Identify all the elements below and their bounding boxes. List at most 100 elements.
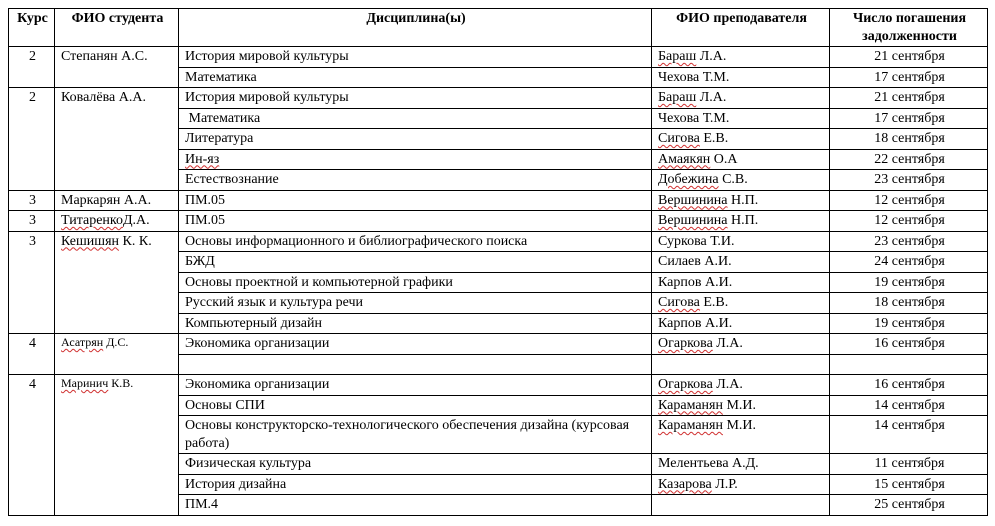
cell-student: Ковалёва А.А. <box>55 88 179 109</box>
table-row: Компьютерный дизайн Карпов А.И. 19 сентя… <box>9 313 988 334</box>
cell-student <box>55 129 179 150</box>
cell-date: 12 сентября <box>830 190 988 211</box>
cell-course <box>9 129 55 150</box>
cell-disc: Экономика организации <box>179 375 652 396</box>
cell-teacher: Караманян М.И. <box>652 395 830 416</box>
cell-disc: История мировой культуры <box>179 47 652 68</box>
cell-course: 2 <box>9 88 55 109</box>
cell-course <box>9 313 55 334</box>
cell-course <box>9 416 55 454</box>
cell-date: 19 сентября <box>830 272 988 293</box>
cell-disc: Основы информационного и библиографическ… <box>179 231 652 252</box>
cell-date: 17 сентября <box>830 108 988 129</box>
cell-student <box>55 416 179 454</box>
cell-date: 16 сентября <box>830 375 988 396</box>
cell-course <box>9 474 55 495</box>
cell-student <box>55 395 179 416</box>
table-row: Ин-яз Амаякян О.А 22 сентября <box>9 149 988 170</box>
cell-teacher: Бараш Л.А. <box>652 88 830 109</box>
cell-student <box>55 170 179 191</box>
table-row: БЖД Силаев А.И. 24 сентября <box>9 252 988 273</box>
cell-student <box>55 252 179 273</box>
cell-disc: Математика <box>179 67 652 88</box>
table-row: Литература Сигова Е.В. 18 сентября <box>9 129 988 150</box>
cell-disc: История дизайна <box>179 474 652 495</box>
cell-course <box>9 293 55 314</box>
cell-date <box>830 354 988 375</box>
h-student: ФИО студента <box>55 9 179 47</box>
cell-course <box>9 67 55 88</box>
cell-course: 4 <box>9 334 55 355</box>
cell-disc: История мировой культуры <box>179 88 652 109</box>
cell-course: 3 <box>9 211 55 232</box>
cell-student <box>55 272 179 293</box>
table-row: 2 Ковалёва А.А. История мировой культуры… <box>9 88 988 109</box>
cell-course <box>9 354 55 375</box>
table-row: Основы СПИ Караманян М.И. 14 сентября <box>9 395 988 416</box>
cell-student: Степанян А.С. <box>55 47 179 68</box>
table-row: 3 ТитаренкоД.А. ПМ.05 Вершинина Н.П. 12 … <box>9 211 988 232</box>
cell-teacher: Вершинина Н.П. <box>652 190 830 211</box>
cell-student <box>55 149 179 170</box>
table-row: ПМ.4 25 сентября <box>9 495 988 516</box>
cell-disc: Основы СПИ <box>179 395 652 416</box>
cell-disc <box>179 354 652 375</box>
cell-disc: Естествознание <box>179 170 652 191</box>
cell-date: 14 сентября <box>830 416 988 454</box>
cell-disc: Математика <box>179 108 652 129</box>
cell-date: 17 сентября <box>830 67 988 88</box>
h-course: Курс <box>9 9 55 47</box>
cell-student <box>55 67 179 88</box>
cell-disc: Основы конструкторско-технологического о… <box>179 416 652 454</box>
cell-student: Кешишян К. К. <box>55 231 179 252</box>
cell-student: Маринич К.В. <box>55 375 179 396</box>
cell-teacher <box>652 495 830 516</box>
cell-teacher: Карпов А.И. <box>652 313 830 334</box>
cell-teacher: Мелентьева А.Д. <box>652 454 830 475</box>
cell-disc: Экономика организации <box>179 334 652 355</box>
cell-disc: Компьютерный дизайн <box>179 313 652 334</box>
header-row: Курс ФИО студента Дисциплина(ы) ФИО преп… <box>9 9 988 47</box>
cell-disc: Основы проектной и компьютерной графики <box>179 272 652 293</box>
cell-date: 12 сентября <box>830 211 988 232</box>
cell-course <box>9 149 55 170</box>
table-row: Естествознание Добежина С.В. 23 сентября <box>9 170 988 191</box>
cell-teacher: Карпов А.И. <box>652 272 830 293</box>
cell-course: 2 <box>9 47 55 68</box>
cell-course <box>9 454 55 475</box>
table-row: Основы конструкторско-технологического о… <box>9 416 988 454</box>
table-row: 3 Маркарян А.А. ПМ.05 Вершинина Н.П. 12 … <box>9 190 988 211</box>
cell-course <box>9 495 55 516</box>
cell-course: 4 <box>9 375 55 396</box>
cell-teacher: Сигова Е.В. <box>652 293 830 314</box>
cell-date: 21 сентября <box>830 47 988 68</box>
cell-teacher: Суркова Т.И. <box>652 231 830 252</box>
cell-student <box>55 108 179 129</box>
h-teacher: ФИО преподавателя <box>652 9 830 47</box>
cell-course <box>9 170 55 191</box>
cell-student <box>55 454 179 475</box>
table-row: Математика Чехова Т.М. 17 сентября <box>9 67 988 88</box>
cell-teacher: Огаркова Л.А. <box>652 375 830 396</box>
h-disc: Дисциплина(ы) <box>179 9 652 47</box>
cell-student: Асатрян Д.С. <box>55 334 179 355</box>
cell-date: 16 сентября <box>830 334 988 355</box>
cell-teacher: Добежина С.В. <box>652 170 830 191</box>
cell-teacher: Караманян М.И. <box>652 416 830 454</box>
cell-date: 19 сентября <box>830 313 988 334</box>
cell-date: 18 сентября <box>830 293 988 314</box>
cell-disc: ПМ.05 <box>179 190 652 211</box>
cell-teacher: Амаякян О.А <box>652 149 830 170</box>
cell-date: 21 сентября <box>830 88 988 109</box>
cell-disc: БЖД <box>179 252 652 273</box>
table-row: Русский язык и культура речи Сигова Е.В.… <box>9 293 988 314</box>
table-row: Основы проектной и компьютерной графики … <box>9 272 988 293</box>
cell-course <box>9 272 55 293</box>
cell-course <box>9 252 55 273</box>
table-row: Математика Чехова Т.М. 17 сентября <box>9 108 988 129</box>
cell-teacher: Силаев А.И. <box>652 252 830 273</box>
cell-date: 22 сентября <box>830 149 988 170</box>
cell-disc: Русский язык и культура речи <box>179 293 652 314</box>
cell-disc: ПМ.05 <box>179 211 652 232</box>
cell-date: 23 сентября <box>830 170 988 191</box>
